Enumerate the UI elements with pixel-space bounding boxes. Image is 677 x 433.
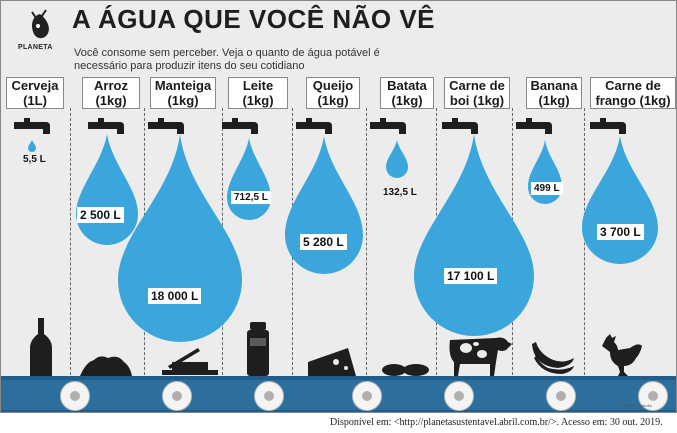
column-divider [366, 108, 367, 380]
planeta-logo-icon [31, 9, 49, 39]
water-drop-icon [386, 140, 408, 178]
water-drop-icon [285, 136, 363, 274]
water-value-leite: 712,5 L [231, 191, 271, 204]
faucet-icon [516, 118, 552, 134]
faucet-icon [590, 118, 626, 134]
cheese-icon [308, 348, 356, 376]
cow-icon [449, 337, 512, 376]
faucet-icon [222, 118, 258, 134]
conveyor-wheel-icon [162, 381, 192, 411]
item-label-cerveja: Cerveja (1L) [6, 77, 64, 109]
conveyor-wheel-icon [60, 381, 90, 411]
image-credit: IMAGEM: Estúdio [620, 403, 652, 408]
item-label-batata: Batata (1kg) [380, 77, 434, 109]
conveyor-wheel-icon [352, 381, 382, 411]
item-label-carne-de-frango: Carne de frango (1kg) [590, 77, 676, 109]
logo-text: PLANETA [18, 44, 53, 51]
butter-dish-icon [162, 348, 218, 375]
item-label-queijo: Queijo (1kg) [306, 77, 360, 109]
faucet-icon [442, 118, 478, 134]
source-citation: Disponível em: <http://planetasustentave… [330, 417, 663, 428]
page-subtitle: Você consome sem perceber. Veja o quanto… [74, 47, 380, 72]
faucet-icon [370, 118, 406, 134]
water-value-cerveja: 5,5 L [23, 154, 46, 165]
item-label-banana: Banana (1kg) [526, 77, 582, 109]
water-value-queijo: 5 280 L [300, 234, 347, 250]
page-title: A ÁGUA QUE VOCÊ NÃO VÊ [72, 4, 436, 34]
rice-pile-icon [80, 356, 132, 376]
water-drop-icon [227, 138, 271, 220]
item-label-carne-de-boi: Carne de boi (1kg) [444, 77, 510, 109]
conveyor-wheel-icon [444, 381, 474, 411]
conveyor-wheel-icon [546, 381, 576, 411]
water-value-banana: 499 L [531, 182, 563, 195]
water-drop-icon [582, 136, 658, 264]
conveyor-wheel-icon [638, 381, 668, 411]
water-value-carne-de-boi: 17 100 L [444, 268, 498, 284]
water-value-arroz: 2 500 L [77, 207, 124, 223]
item-label-manteiga: Manteiga (1kg) [150, 77, 216, 109]
faucet-icon [148, 118, 184, 134]
conveyor-wheel-icon [254, 381, 284, 411]
milk-bottle-icon [247, 322, 269, 376]
item-label-leite: Leite (1kg) [228, 77, 288, 109]
potato-icon [382, 364, 429, 376]
water-drop-icon [414, 134, 534, 336]
water-value-manteiga: 18 000 L [148, 288, 202, 304]
banana-icon [532, 342, 574, 374]
water-drop-icon [118, 134, 242, 342]
water-value-carne-de-frango: 3 700 L [597, 224, 644, 240]
faucet-icon [88, 118, 124, 134]
water-drop-icon [28, 140, 36, 152]
column-divider [584, 108, 585, 380]
infographic: PLANETA A ÁGUA QUE VOCÊ NÃO VÊ Você cons… [0, 0, 677, 413]
water-value-batata: 132,5 L [383, 187, 417, 198]
beer-bottle-icon [30, 318, 52, 376]
column-divider [70, 108, 71, 380]
faucet-icon [296, 118, 332, 134]
chicken-icon [602, 334, 642, 376]
item-label-arroz: Arroz (1kg) [82, 77, 140, 109]
faucet-icon [14, 118, 50, 134]
